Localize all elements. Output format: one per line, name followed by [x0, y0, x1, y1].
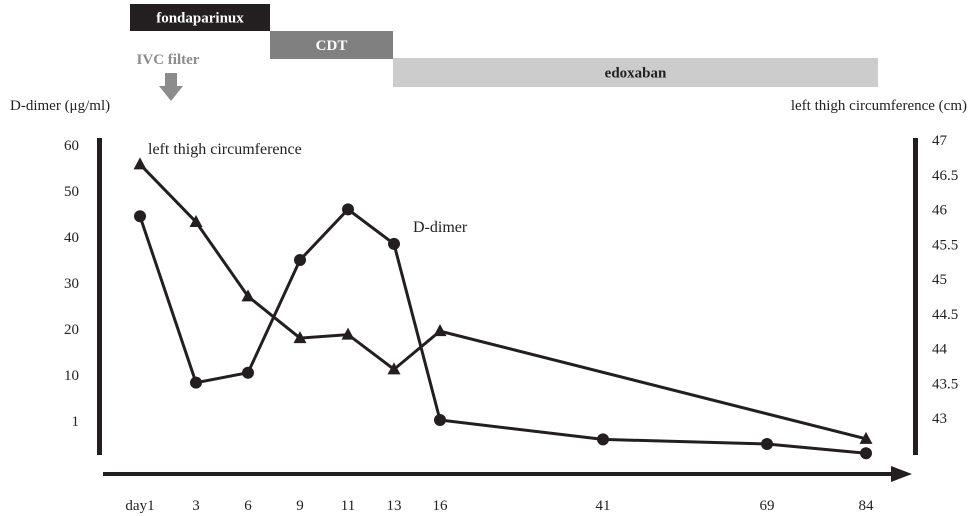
thigh-point — [189, 215, 203, 228]
down-arrow-icon — [159, 73, 183, 101]
x-axis-arrowhead — [891, 466, 912, 482]
x-tick-label: 69 — [760, 498, 775, 514]
thigh-point — [433, 324, 447, 337]
treatment-label-edoxaban: edoxaban — [605, 66, 667, 82]
right-axis-ticks: 47 46.5 46 45.5 45 44.5 44 43.5 43 — [932, 133, 958, 427]
treatment-label-fondaparinux: fondaparinux — [156, 11, 244, 27]
x-tick-label: 13 — [387, 498, 402, 514]
x-tick-label: 11 — [341, 498, 355, 514]
ivc-filter-event: IVC filter — [137, 52, 200, 101]
ivc-filter-label: IVC filter — [137, 52, 200, 68]
treatment-bar-fondaparinux — [130, 4, 270, 31]
thigh-point — [341, 327, 355, 340]
ddimer-point — [134, 210, 146, 223]
thigh-point — [387, 362, 401, 375]
ddimer-point — [294, 254, 306, 266]
right-tick-label: 45 — [932, 272, 947, 288]
ddimer-point — [388, 237, 400, 250]
treatment-bar-cdt — [270, 31, 393, 59]
x-tick-label: 41 — [596, 498, 611, 514]
series-line-ddimer — [138, 207, 867, 455]
left-tick-label: 1 — [72, 414, 80, 430]
x-tick-label: 6 — [244, 498, 252, 514]
right-tick-label: 47 — [932, 133, 948, 149]
x-axis — [103, 466, 912, 482]
ddimer-point — [434, 413, 446, 426]
ddimer-point — [190, 376, 202, 389]
left-tick-label: 40 — [64, 230, 79, 246]
ddimer-point — [761, 438, 773, 450]
left-axis-ticks: 60 50 40 30 20 10 1 — [64, 138, 79, 430]
right-tick-label: 43.5 — [932, 376, 958, 392]
thigh-point — [859, 431, 873, 444]
treatment-bar-edoxaban — [393, 58, 878, 87]
series — [133, 157, 873, 460]
right-tick-label: 45.5 — [932, 237, 958, 253]
left-tick-label: 60 — [64, 138, 79, 154]
x-tick-label: 16 — [433, 498, 449, 514]
right-axis-line — [913, 138, 918, 455]
x-tick-label: day1 — [125, 498, 154, 514]
right-tick-label: 46.5 — [932, 168, 958, 184]
right-tick-label: 44 — [932, 342, 948, 358]
right-tick-label: 43 — [932, 411, 947, 427]
right-tick-label: 44.5 — [932, 307, 958, 323]
x-tick-label: 9 — [296, 498, 304, 514]
treatment-label-cdt: CDT — [316, 38, 348, 54]
thigh-point — [133, 157, 147, 170]
ddimer-point — [242, 366, 254, 379]
right-axis-title: left thigh circumference (cm) — [791, 98, 967, 114]
x-tick-label: 3 — [192, 498, 200, 514]
thigh-point — [293, 331, 307, 344]
x-axis-ticks: day1 3 6 9 11 13 16 41 69 84 — [125, 498, 874, 514]
left-tick-label: 30 — [64, 276, 79, 292]
treatment-bars: fondaparinux CDT edoxaban — [130, 4, 878, 87]
left-axis-title: D-dimer (μg/ml) — [10, 98, 110, 114]
ddimer-point — [597, 433, 609, 446]
series-label-thigh: left thigh circumference — [148, 141, 302, 158]
left-tick-label: 50 — [64, 184, 79, 200]
series-line-thigh — [138, 163, 867, 441]
ddimer-point — [342, 203, 354, 216]
left-tick-label: 10 — [64, 368, 79, 384]
right-tick-label: 46 — [932, 203, 948, 219]
left-tick-label: 20 — [64, 322, 79, 338]
x-axis-line — [103, 472, 893, 476]
ddimer-point — [860, 447, 872, 460]
left-axis-line — [97, 138, 102, 455]
x-tick-label: 84 — [859, 498, 875, 514]
thigh-point — [241, 289, 255, 302]
series-label-ddimer: D-dimer — [413, 219, 468, 236]
